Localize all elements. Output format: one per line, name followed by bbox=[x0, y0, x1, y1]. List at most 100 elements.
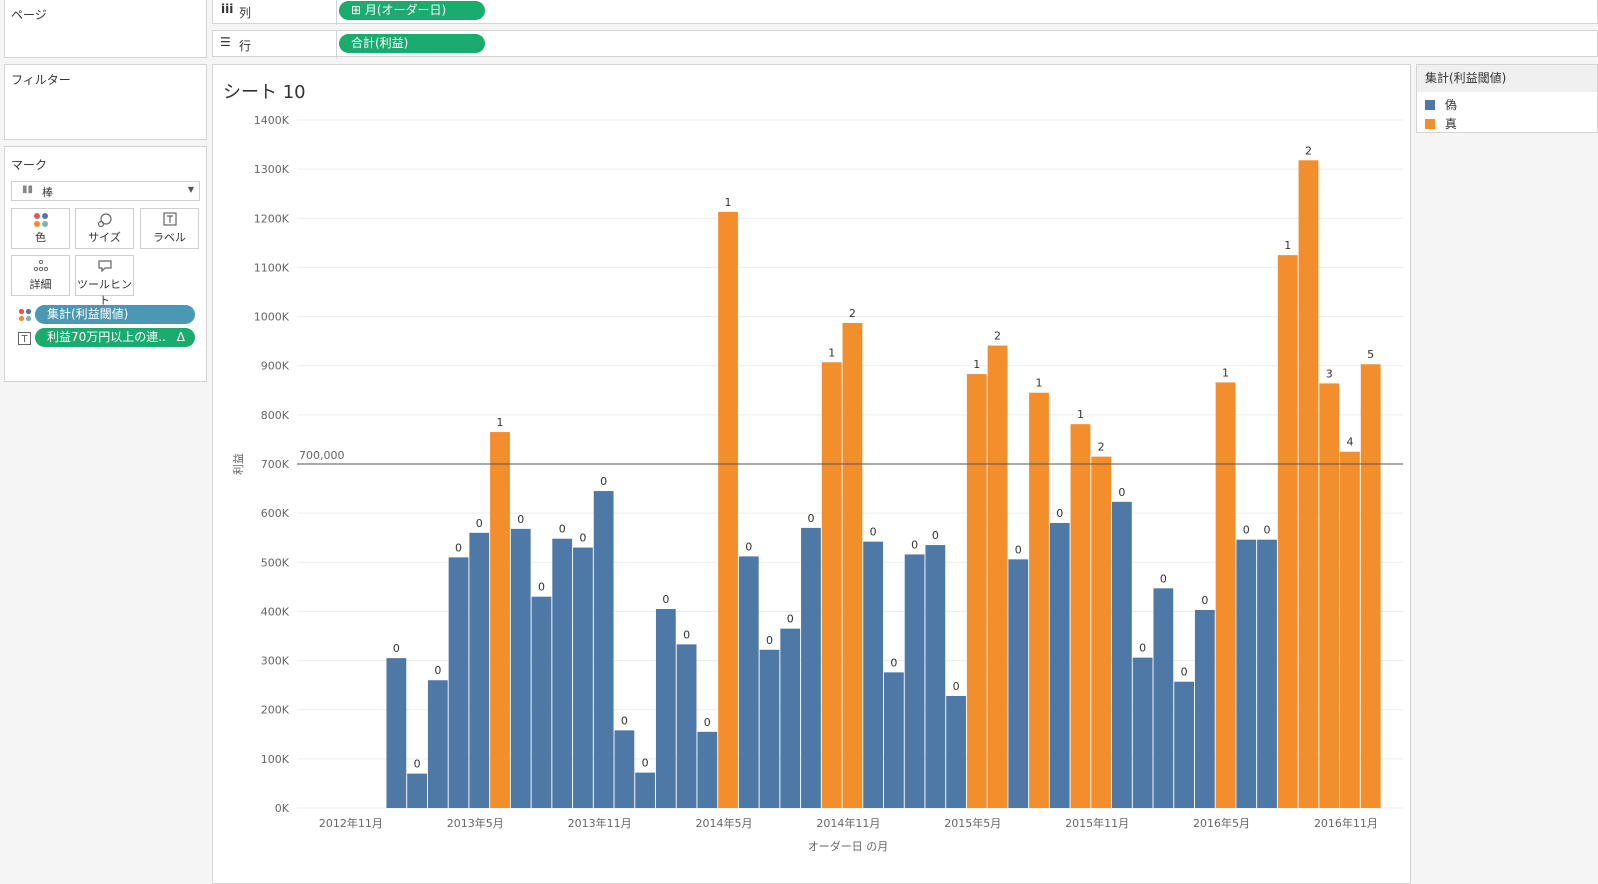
bar[interactable] bbox=[552, 538, 573, 808]
tooltip-icon bbox=[76, 256, 133, 276]
bar[interactable] bbox=[490, 432, 510, 808]
bar[interactable] bbox=[1298, 160, 1319, 809]
bar[interactable] bbox=[697, 731, 718, 808]
bar[interactable] bbox=[427, 680, 448, 808]
legend-item-true[interactable]: 真 bbox=[1425, 115, 1457, 132]
bar[interactable] bbox=[614, 730, 635, 808]
bar[interactable] bbox=[1029, 392, 1049, 808]
bar[interactable] bbox=[780, 628, 801, 808]
marks-label-button[interactable]: ラベル bbox=[140, 208, 199, 249]
bar[interactable] bbox=[1257, 539, 1277, 808]
marks-color-field-pill[interactable]: 集計(利益閾値) bbox=[35, 305, 195, 324]
marks-detail-button[interactable]: 詳細 bbox=[11, 255, 70, 296]
bar[interactable] bbox=[759, 649, 780, 808]
rows-shelf[interactable]: ☰ 行 合計(利益) bbox=[212, 30, 1598, 58]
bar[interactable] bbox=[1070, 424, 1091, 808]
bar[interactable] bbox=[1319, 383, 1340, 808]
legend-item-false[interactable]: 偽 bbox=[1425, 96, 1457, 113]
bar[interactable] bbox=[407, 773, 427, 808]
bar[interactable] bbox=[573, 547, 593, 808]
bar[interactable] bbox=[1008, 559, 1029, 808]
bar[interactable] bbox=[386, 658, 407, 808]
bar[interactable] bbox=[655, 608, 676, 808]
bar-data-label: 0 bbox=[517, 513, 524, 526]
bar[interactable] bbox=[593, 491, 614, 808]
bar[interactable] bbox=[987, 345, 1008, 808]
bar-data-label: 2 bbox=[994, 330, 1001, 343]
bar[interactable] bbox=[676, 644, 697, 808]
legend-panel: 集計(利益閾値) 偽 真 bbox=[1416, 64, 1598, 133]
bar-data-label: 1 bbox=[1077, 408, 1084, 421]
bar[interactable] bbox=[904, 554, 925, 808]
y-tick-label: 1100K bbox=[254, 261, 290, 274]
bar[interactable] bbox=[1049, 522, 1070, 808]
y-tick-label: 900K bbox=[261, 360, 290, 373]
bar-data-label: 0 bbox=[683, 628, 690, 641]
filters-panel[interactable]: フィルター bbox=[4, 64, 207, 140]
bar-data-label: 0 bbox=[538, 581, 545, 594]
bar[interactable] bbox=[635, 772, 656, 808]
y-tick-label: 700K bbox=[261, 458, 290, 471]
bar[interactable] bbox=[1174, 681, 1194, 808]
bar-data-label: 0 bbox=[414, 758, 421, 771]
reference-line-label: 700,000 bbox=[299, 449, 345, 462]
x-tick-label: 2015年11月 bbox=[1065, 816, 1129, 830]
y-tick-label: 1300K bbox=[254, 163, 290, 176]
bar-data-label: 4 bbox=[1346, 436, 1353, 449]
y-tick-label: 600K bbox=[261, 507, 290, 520]
bar[interactable] bbox=[1153, 588, 1174, 808]
bar[interactable] bbox=[531, 596, 552, 808]
marks-title: マーク bbox=[11, 158, 48, 172]
bar[interactable] bbox=[718, 211, 738, 808]
sheet-view[interactable]: シート 10 0K 100K 200K 300K 400K 500K 600K 700K 800… bbox=[212, 64, 1411, 884]
marks-detail-label: 詳細 bbox=[29, 278, 52, 291]
bar[interactable] bbox=[883, 672, 904, 808]
bar-data-label: 0 bbox=[1201, 594, 1208, 607]
bar[interactable] bbox=[1132, 657, 1153, 808]
marks-label-field-pill[interactable]: 利益70万円以上の連.. Δ bbox=[35, 328, 195, 347]
bar[interactable] bbox=[510, 528, 531, 808]
columns-pill-order-month[interactable]: ⊞ 月(オーダー日) bbox=[339, 1, 485, 20]
mark-type-dropdown[interactable]: ▮▮ 棒 ▼ bbox=[11, 181, 200, 201]
columns-icon: iii bbox=[221, 2, 234, 16]
bar-data-label: 1 bbox=[828, 346, 835, 359]
bar[interactable] bbox=[821, 362, 842, 808]
filters-title: フィルター bbox=[11, 73, 71, 87]
bar[interactable] bbox=[1236, 539, 1257, 808]
detail-dots-icon bbox=[12, 256, 69, 276]
rows-pill-sum-profit[interactable]: 合計(利益) bbox=[339, 34, 485, 53]
profit-bar-chart[interactable]: 0K100K200K300K400K500K600K700K800K900K10… bbox=[213, 65, 1410, 883]
bar-data-label: 0 bbox=[870, 526, 877, 539]
bar[interactable] bbox=[469, 532, 490, 808]
bar[interactable] bbox=[1340, 451, 1360, 808]
bar[interactable] bbox=[1112, 501, 1132, 808]
bar[interactable] bbox=[1360, 364, 1381, 808]
bar[interactable] bbox=[1277, 255, 1298, 809]
columns-shelf[interactable]: iii 列 ⊞ 月(オーダー日) bbox=[212, 0, 1598, 25]
marks-label-label: ラベル bbox=[153, 231, 186, 244]
bar-data-label: 0 bbox=[476, 517, 483, 530]
bar[interactable] bbox=[946, 695, 966, 808]
bar-data-label: 1 bbox=[1222, 366, 1229, 379]
bar-data-label: 0 bbox=[455, 541, 462, 554]
marks-panel: マーク ▮▮ 棒 ▼ 色 サイズ ラベル bbox=[4, 146, 207, 382]
marks-color-button[interactable]: 色 bbox=[11, 208, 70, 249]
bar[interactable] bbox=[863, 541, 884, 808]
marks-size-label: サイズ bbox=[88, 231, 121, 244]
bar[interactable] bbox=[925, 545, 946, 808]
bar[interactable] bbox=[842, 322, 863, 808]
bar[interactable] bbox=[1215, 382, 1236, 808]
bar[interactable] bbox=[448, 557, 469, 808]
bar-data-label: 0 bbox=[559, 523, 566, 536]
y-tick-label: 0K bbox=[275, 802, 290, 815]
bar[interactable] bbox=[1091, 456, 1112, 808]
bar-data-label: 0 bbox=[662, 593, 669, 606]
bar[interactable] bbox=[1194, 609, 1215, 808]
bar[interactable] bbox=[801, 527, 821, 808]
y-tick-label: 1400K bbox=[254, 114, 290, 127]
size-icon bbox=[76, 209, 133, 229]
bar[interactable] bbox=[738, 556, 759, 808]
marks-tooltip-button[interactable]: ツールヒント bbox=[75, 255, 134, 307]
bar[interactable] bbox=[966, 374, 987, 808]
marks-size-button[interactable]: サイズ bbox=[75, 208, 134, 249]
